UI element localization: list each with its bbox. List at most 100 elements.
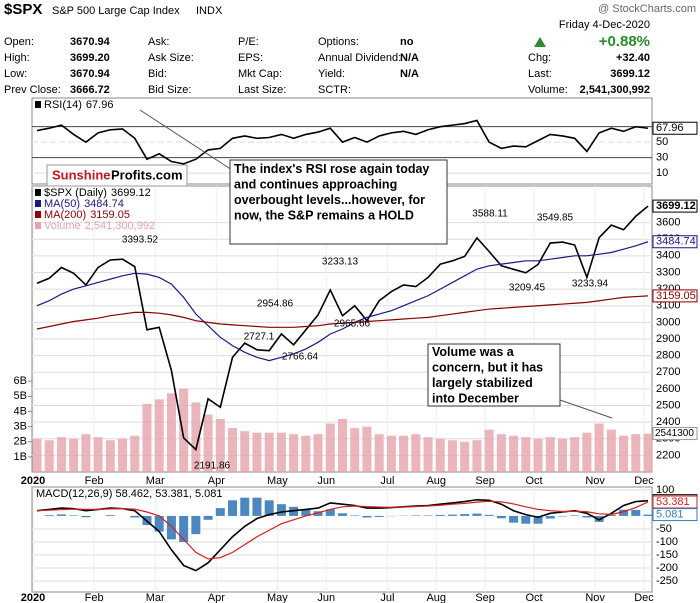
bar (447, 440, 457, 472)
bar (582, 432, 592, 472)
last-box (652, 495, 698, 509)
logo-b: Profits.com (111, 167, 183, 182)
quote-cell: Last Size: (238, 84, 286, 96)
callout-line: largely stabilized (432, 376, 533, 390)
price-annotation: 3233.13 (322, 257, 359, 268)
bar (301, 435, 311, 472)
line (36, 295, 649, 330)
bar (411, 515, 421, 516)
quote-cell: P/E: (238, 36, 259, 48)
y-tick-label: 2200 (656, 449, 680, 461)
quote-cell: Ask: (148, 36, 169, 48)
last-box (652, 508, 698, 522)
legend-value: 3699.12 (111, 187, 151, 199)
quote-cell: Options: (318, 36, 359, 48)
bar (264, 500, 274, 516)
x-tick-label: Apr (208, 475, 225, 487)
line (36, 498, 649, 572)
bar (423, 437, 433, 472)
y2-tick-label: 4B (14, 405, 27, 417)
macd-panel (31, 486, 653, 593)
x-tick-label: Jun (317, 592, 335, 603)
bar (142, 403, 152, 472)
callout-line: now, the S&P remains a HOLD (234, 209, 414, 223)
quote-cell: Mkt Cap: (238, 68, 282, 80)
bar (240, 497, 250, 516)
callout-text: The index's RSI rose again today and cont… (234, 162, 429, 223)
bar (435, 514, 445, 516)
x-tick-label: 2020 (21, 592, 45, 603)
y-tick-label: -100 (656, 536, 678, 548)
callout-line: overbought levels...however, for (234, 193, 425, 207)
bar (276, 504, 286, 516)
legend-name: MA(200) (44, 209, 86, 221)
y2-tick-label: 1B (14, 451, 27, 463)
bar (509, 515, 519, 523)
callout-box (427, 343, 561, 407)
bar (521, 437, 531, 472)
bar (166, 515, 176, 540)
x-tick-label: Mar (146, 592, 165, 603)
bar (118, 438, 128, 472)
quote-cell: Open: (4, 36, 34, 48)
legend-name: RSI(14) (44, 99, 82, 111)
line (36, 205, 649, 452)
index-name: S&P 500 Large Cap Index (52, 5, 180, 17)
legend-swatch (35, 200, 41, 207)
bar (338, 419, 347, 472)
bar (606, 514, 616, 516)
bar (32, 438, 42, 472)
line (36, 500, 649, 560)
x-tick-label: May (267, 592, 288, 603)
x-tick-label: Sep (475, 475, 495, 487)
bar (423, 515, 433, 516)
quote-cell: Bid Size: (148, 84, 191, 96)
x-tick-label: May (267, 475, 288, 487)
bar (350, 428, 360, 472)
bar (44, 515, 54, 516)
line (36, 119, 649, 165)
y-tick-label: 50 (656, 136, 668, 148)
bar (228, 428, 238, 472)
price-annotation: 2766.64 (282, 352, 319, 363)
bar (215, 419, 225, 472)
last-label: 5.081 (656, 509, 684, 521)
legend-value: 3484.74 (84, 198, 124, 210)
bar (362, 515, 372, 518)
quote-cell: SCTR: (318, 84, 351, 96)
bar (166, 393, 176, 472)
bar (179, 388, 189, 472)
bar (252, 497, 262, 516)
x-tick-label: Dec (634, 475, 654, 487)
y2-tick-label: 6B (14, 375, 27, 387)
y-tick-label: -150 (656, 549, 678, 561)
bar (252, 432, 262, 472)
x-tick-label: Oct (525, 592, 542, 603)
bar (533, 515, 543, 524)
bar (154, 399, 164, 472)
bar (521, 515, 531, 524)
price-annotation: 3209.45 (509, 283, 546, 294)
callout-line: into December (432, 392, 519, 406)
last-label: 67.96 (656, 122, 684, 134)
price-annotation: 3233.94 (572, 279, 609, 290)
last-box (652, 199, 698, 213)
bar (154, 515, 164, 532)
callout-line: and continues approaching (234, 178, 397, 192)
bar (325, 423, 335, 472)
bar (435, 438, 445, 472)
quote-cell: Ask Size: (148, 52, 194, 64)
quote-cell: N/A (400, 52, 419, 64)
legend-name: MA(50) (44, 198, 80, 210)
last-box (652, 121, 698, 135)
quote-cell: Volume: (528, 84, 568, 96)
callout-text: Volume was a concern, but it has largely s… (432, 345, 543, 406)
y-tick-label: 10 (656, 167, 668, 179)
bar (215, 508, 225, 516)
bar (484, 429, 494, 472)
bar (545, 437, 555, 472)
bar (338, 513, 347, 516)
bar (362, 426, 372, 472)
bar (484, 514, 494, 516)
